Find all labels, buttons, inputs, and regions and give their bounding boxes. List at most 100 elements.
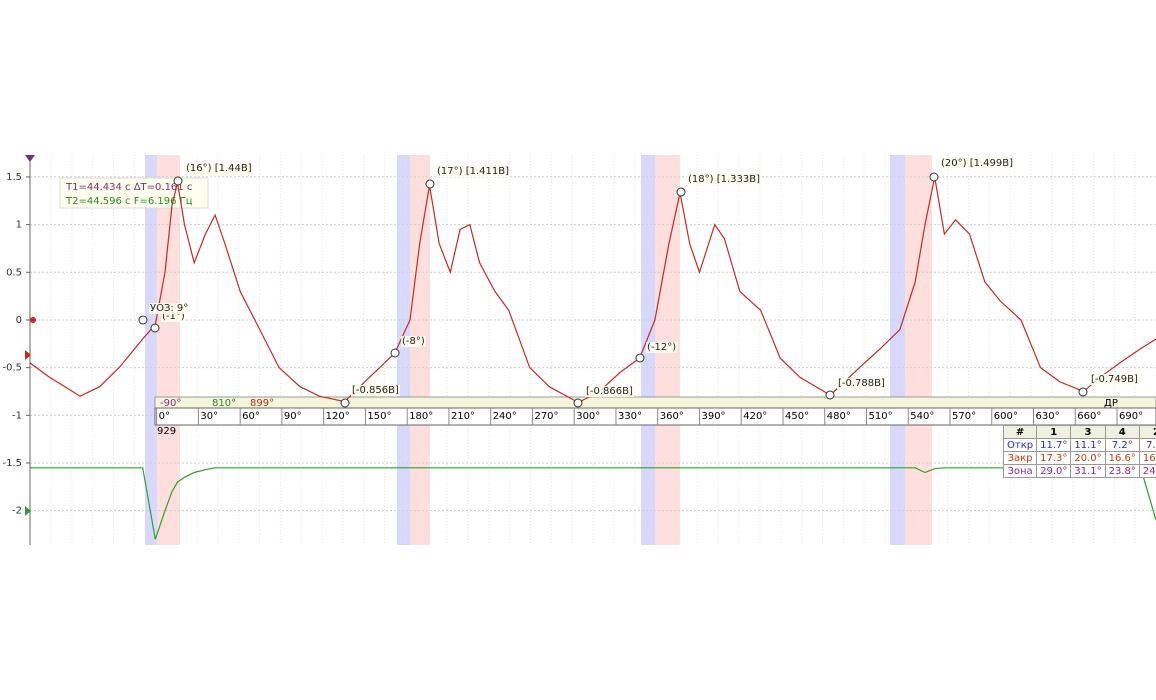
annotation: (-8°) (402, 336, 425, 347)
band-pink (410, 155, 430, 545)
annotation: (17°) [1.411В] (437, 166, 509, 177)
header-cell: 3 (1070, 425, 1106, 439)
annotation-bg (149, 303, 190, 314)
annotation: УОЗ: 9° (150, 303, 188, 314)
x-tick-label: 60° (242, 411, 260, 422)
annotation: (20°) [1.499В] (941, 158, 1013, 169)
annotation: (16°) [1.44В] (186, 163, 252, 174)
annotation: [-0.856В] (352, 385, 399, 396)
annotation: (-12°) (647, 342, 676, 353)
band-blue (397, 155, 410, 545)
cell: 11.1° (1070, 438, 1106, 452)
x-tick-label: 180° (409, 411, 433, 422)
marker (25, 155, 35, 162)
band-pink (905, 155, 932, 545)
x-tick-label: 270° (534, 411, 558, 422)
x-tick-label: 570° (952, 411, 976, 422)
x-tick-label: 120° (326, 411, 350, 422)
table-header: #1342 (1002, 425, 1156, 439)
trace (29, 176, 1156, 404)
markers (138, 172, 1088, 408)
marker (30, 317, 36, 323)
x-tick-label: 420° (743, 411, 767, 422)
annotation: (-1°) (162, 311, 185, 322)
measure-box (59, 177, 209, 209)
cell: 23.8° (1104, 464, 1140, 478)
header-cell: 2 (1138, 425, 1156, 439)
marker (25, 350, 31, 360)
cell: 24.4° (1138, 464, 1156, 478)
x-tick-label: 150° (367, 411, 391, 422)
x-tick-label: 600° (994, 411, 1018, 422)
x-tick-label: 0° (159, 411, 170, 422)
trace (30, 467, 1156, 540)
ruler-label: 899° (250, 398, 274, 409)
ruler-label: 810° (212, 398, 236, 409)
point-marker (173, 176, 183, 186)
y-tick-label: 1 (16, 220, 22, 231)
measure: T2=44.596 с F=6.196 Гц (65, 196, 193, 207)
x-tick-label: 360° (660, 411, 684, 422)
annotation-bg (185, 163, 253, 174)
x-tick-label: 480° (827, 411, 851, 422)
annotation: [-0.788В] (838, 378, 885, 389)
cell: Зона (1002, 464, 1038, 478)
band-blue (145, 155, 157, 545)
x-tick-label: 690° (1119, 411, 1143, 422)
cell: 16.6° (1138, 451, 1156, 465)
cell: Закр (1002, 451, 1038, 465)
x-tick-label: 30° (200, 411, 218, 422)
point-marker (340, 398, 350, 408)
cell: Откр (1002, 438, 1038, 452)
point-marker (138, 315, 148, 325)
annotation-bg (161, 311, 186, 322)
cell: 29.0° (1036, 464, 1072, 478)
cell: 31.1° (1070, 464, 1106, 478)
point-marker (1078, 387, 1088, 397)
point-marker (929, 172, 939, 182)
y-tick-label: 0 (16, 315, 22, 326)
annotation-bg (1090, 374, 1139, 385)
x-tick-label: 450° (785, 411, 809, 422)
annotation: [-0.749В] (1091, 374, 1138, 385)
annotation-bg (401, 336, 426, 347)
ruler (154, 407, 1156, 426)
bands (145, 155, 932, 545)
y-tick-label: 1.5 (6, 172, 22, 183)
annotation-bg (436, 166, 511, 177)
band-pink (157, 155, 180, 545)
phase-table: #1342Откр11.7°11.1°7.2°7.8°Закр17.3°20.0… (1002, 425, 1156, 478)
annotation-bg (837, 378, 886, 389)
x-tick-label: 90° (284, 411, 302, 422)
header-cell: 1 (1036, 425, 1072, 439)
ruler-position: 929 (157, 426, 176, 437)
y-tick-label: -2 (12, 506, 22, 517)
y-tick-label: 0.5 (6, 267, 22, 278)
ruler-header (154, 396, 1156, 409)
x-tick-label: 390° (701, 411, 725, 422)
annotation: [-0.866В] (586, 386, 633, 397)
x-tick-label: 330° (618, 411, 642, 422)
cell: 17.3° (1036, 451, 1072, 465)
x-tick-label: 630° (1036, 411, 1060, 422)
point-marker (635, 353, 645, 363)
point-marker (390, 348, 400, 358)
header-cell: 4 (1104, 425, 1140, 439)
measure: T1=44.434 с ΔT=0.161 с (65, 182, 192, 193)
x-tick-label: 240° (493, 411, 517, 422)
band-blue (890, 155, 905, 545)
grid (30, 155, 1156, 545)
header-cell: # (1002, 425, 1038, 439)
annotation: (18°) [1.333В] (688, 174, 760, 185)
y-tick-label: -1.5 (2, 458, 22, 469)
annotation-bg (585, 386, 634, 397)
point-marker (825, 390, 835, 400)
cell: 11.7° (1036, 438, 1072, 452)
point-marker (573, 398, 583, 408)
x-tick-label: 660° (1077, 411, 1101, 422)
annotation-bg (940, 158, 1015, 169)
